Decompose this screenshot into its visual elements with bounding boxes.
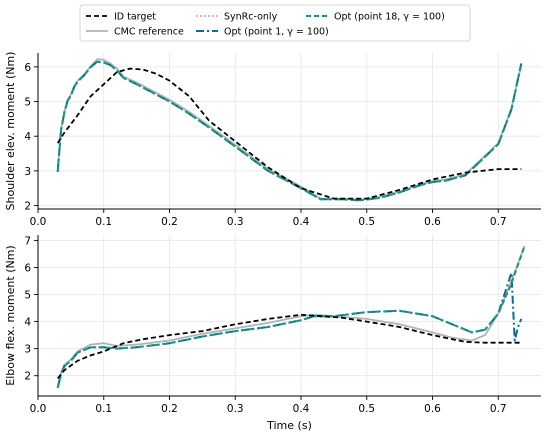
elbow-y-tick-label: 6 (24, 262, 31, 274)
elbow-x-tick-label: 0.0 (30, 403, 47, 415)
shoulder-panel: 0.0 0.1 0.2 0.3 0.4 0.5 0.6 0.7 2 3 4 5 6 Shoulder el… (4, 52, 541, 228)
shoulder-x-tick-label: 0.4 (293, 216, 310, 228)
elbow-x-tick-label: 0.4 (293, 403, 310, 415)
shoulder-y-tick-label: 6 (24, 62, 31, 74)
shoulder-x-tick-label: 0.5 (358, 216, 375, 228)
shoulder-x-tick-label: 0.2 (161, 216, 178, 228)
legend-label-id-target: ID target (114, 12, 156, 23)
elbow-x-tick-label: 0.7 (490, 403, 507, 415)
shoulder-y-tick-label: 4 (24, 131, 31, 143)
elbow-y-tick-label: 3 (24, 344, 31, 356)
legend-label-opt-point1: Opt (point 1, γ = 100) (224, 27, 329, 38)
shoulder-x-tick-label: 0.0 (30, 216, 47, 228)
elbow-y-tick-label: 2 (24, 371, 31, 383)
elbow-x-tick-label: 0.5 (358, 403, 375, 415)
shoulder-x-tick-label: 0.6 (424, 216, 441, 228)
elbow-x-tick-label: 0.6 (424, 403, 441, 415)
shoulder-x-tick-label: 0.1 (95, 216, 112, 228)
shoulder-x-tick-label: 0.7 (490, 216, 507, 228)
legend-label-cmc-reference: CMC reference (114, 27, 184, 38)
elbow-y-tick-label: 4 (24, 317, 31, 329)
legend-label-synrc-only: SynRc-only (224, 12, 278, 23)
elbow-x-tick-label: 0.3 (227, 403, 244, 415)
elbow-series-id-target (57, 313, 522, 379)
shoulder-y-tick-label: 2 (24, 201, 31, 213)
shoulder-y-tick-label: 5 (24, 97, 31, 109)
shoulder-x-tick-label: 0.3 (227, 216, 244, 228)
elbow-y-tick-label: 7 (24, 235, 31, 247)
legend: ID target CMC reference SynRc-only Opt (poi… (79, 4, 471, 42)
elbow-x-axis-label: Time (s) (266, 419, 312, 432)
elbow-x-tick-label: 0.1 (95, 403, 112, 415)
elbow-y-tick-label: 5 (24, 290, 31, 302)
shoulder-series-id-target (56, 67, 522, 200)
legend-frame (79, 4, 471, 42)
shoulder-y-tick-label: 3 (24, 166, 31, 178)
elbow-y-axis-label: Elbow flex. moment (Nm) (4, 245, 17, 385)
elbow-series-opt-point1 (56, 271, 523, 389)
shoulder-series-opt-point18 (56, 60, 523, 202)
elbow-panel: 0.0 0.1 0.2 0.3 0.4 0.5 0.6 0.7 2 3 4 5 6 7 Elbow flex… (4, 235, 541, 432)
elbow-x-tick-label: 0.2 (161, 403, 178, 415)
elbow-series-opt-point18 (56, 245, 526, 389)
elbow-series-cmc-reference (56, 245, 526, 387)
shoulder-y-axis-label: Shoulder elev. moment (Nm) (4, 52, 17, 211)
legend-label-opt-point18: Opt (point 18, γ = 100) (334, 12, 445, 23)
